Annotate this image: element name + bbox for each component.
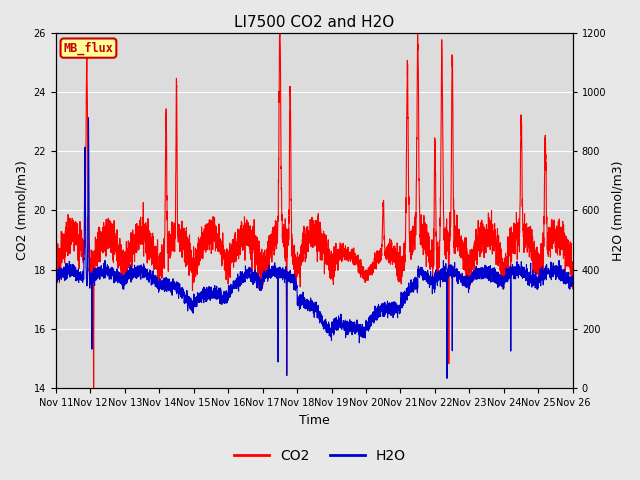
Title: LI7500 CO2 and H2O: LI7500 CO2 and H2O — [234, 15, 394, 30]
Legend: CO2, H2O: CO2, H2O — [228, 443, 412, 468]
Text: MB_flux: MB_flux — [63, 41, 113, 55]
Y-axis label: H2O (mmol/m3): H2O (mmol/m3) — [612, 160, 625, 261]
X-axis label: Time: Time — [299, 414, 330, 427]
Y-axis label: CO2 (mmol/m3): CO2 (mmol/m3) — [15, 160, 28, 260]
